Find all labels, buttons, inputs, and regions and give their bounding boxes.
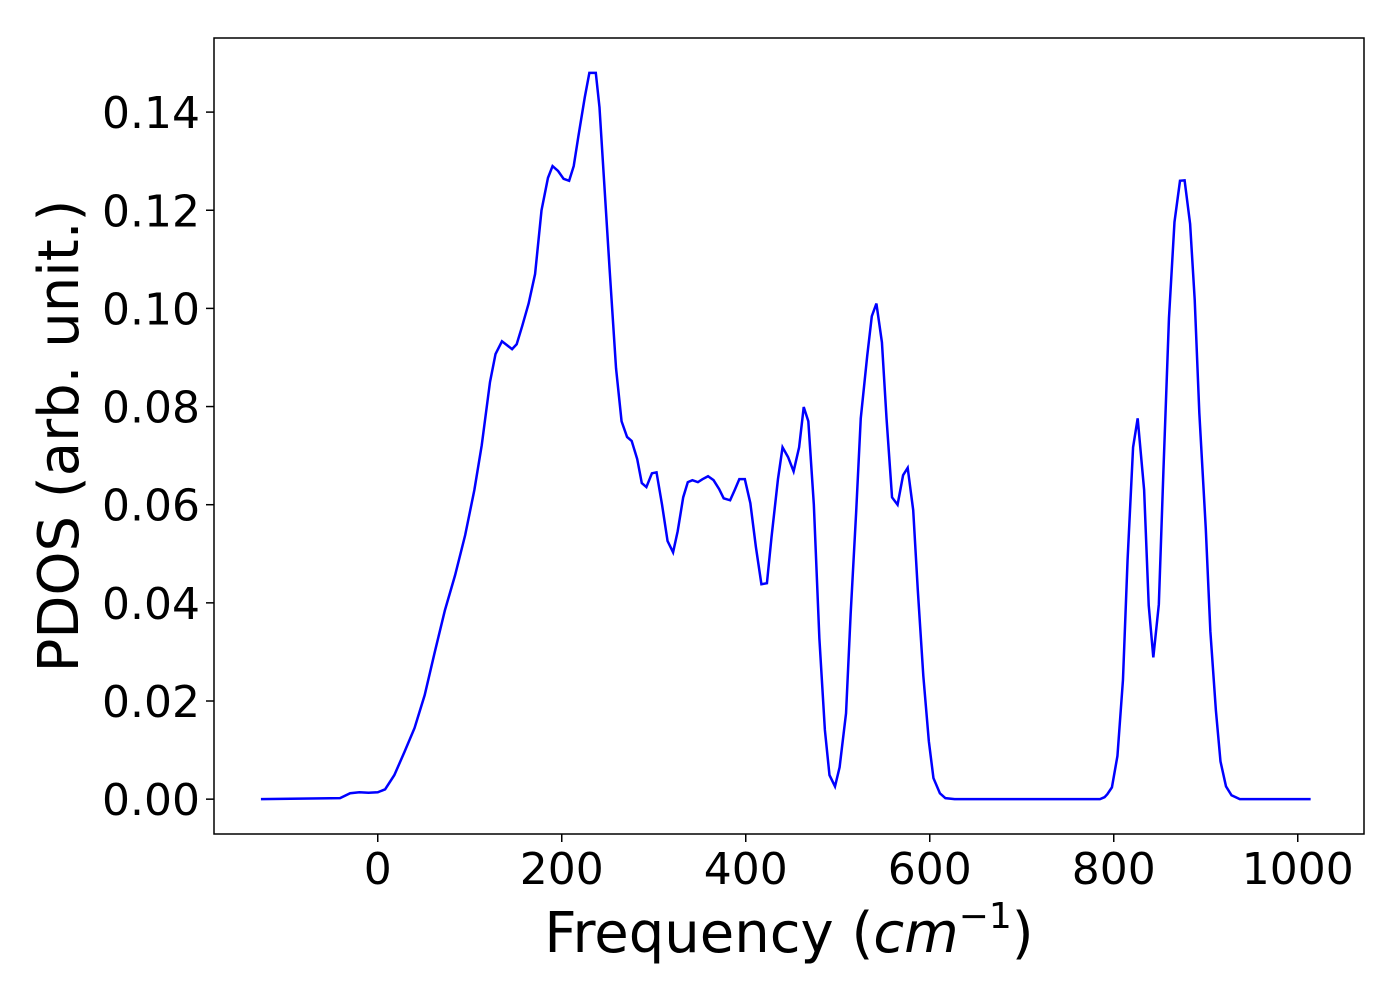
x-label-unit: cm	[873, 901, 958, 966]
x-label-text: Frequency (	[544, 901, 873, 966]
data-line	[260, 71, 1311, 801]
y-tick-label: 0.10	[102, 284, 200, 335]
x-tick-label: 1000	[1242, 844, 1354, 895]
y-tick-label: 0.06	[102, 481, 200, 532]
plot-frame	[213, 37, 1365, 835]
y-axis-label: PDOS (arb. unit.)	[27, 200, 92, 673]
y-tick-label: 0.04	[102, 579, 200, 630]
x-axis-label: Frequency (cm−1)	[544, 896, 1033, 966]
y-tick-label: 0.02	[102, 677, 200, 728]
x-tick-label: 800	[1072, 844, 1156, 895]
x-label-close: )	[1012, 901, 1034, 966]
x-tick-label: 200	[520, 844, 604, 895]
x-tick-label: 0	[364, 844, 392, 895]
y-tick-label: 0.08	[102, 383, 200, 434]
y-tick-label: 0.00	[102, 775, 200, 826]
x-tick-label: 600	[888, 844, 972, 895]
x-tick-label: 400	[704, 844, 788, 895]
y-tick-label: 0.14	[102, 88, 200, 139]
y-tick-label: 0.12	[102, 186, 200, 237]
x-label-exponent: −1	[959, 896, 1012, 937]
